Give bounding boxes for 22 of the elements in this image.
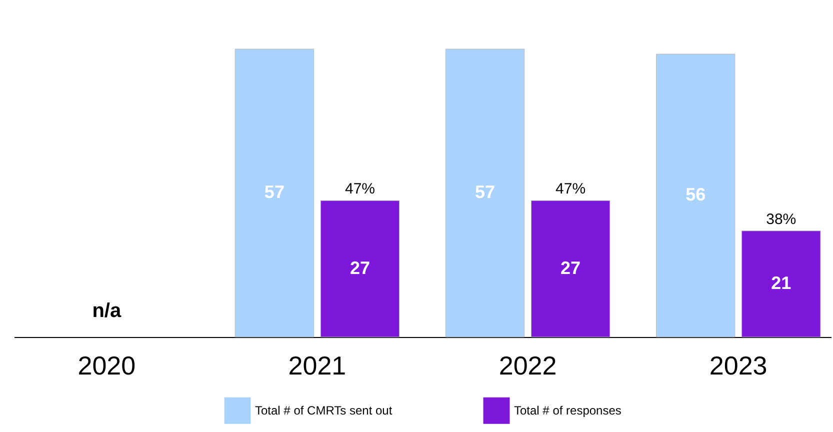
data-label: 27: [560, 258, 581, 278]
x-tick-label: 2021: [288, 350, 346, 380]
bar: [320, 200, 400, 338]
bar: [530, 200, 610, 338]
data-label: 57: [474, 182, 496, 202]
x-tick-label: 2020: [78, 350, 136, 380]
legend-label: Total # of responses: [514, 404, 622, 418]
data-label: 56: [686, 184, 706, 205]
annotation: 47%: [556, 180, 586, 198]
annotation: n/a: [92, 300, 122, 322]
data-label: 21: [771, 272, 792, 293]
annotation: 38%: [766, 210, 796, 228]
annotation: 47%: [344, 180, 376, 198]
data-label: 27: [350, 258, 370, 278]
bar: [656, 54, 736, 338]
legend-label: Total # of CMRTs sent out: [255, 404, 393, 418]
data-label: 57: [264, 182, 284, 202]
bar: [742, 230, 821, 338]
x-tick-label: 2022: [498, 350, 557, 380]
bar: [445, 48, 525, 338]
bar: [234, 48, 314, 338]
x-tick-label: 2023: [709, 350, 768, 380]
